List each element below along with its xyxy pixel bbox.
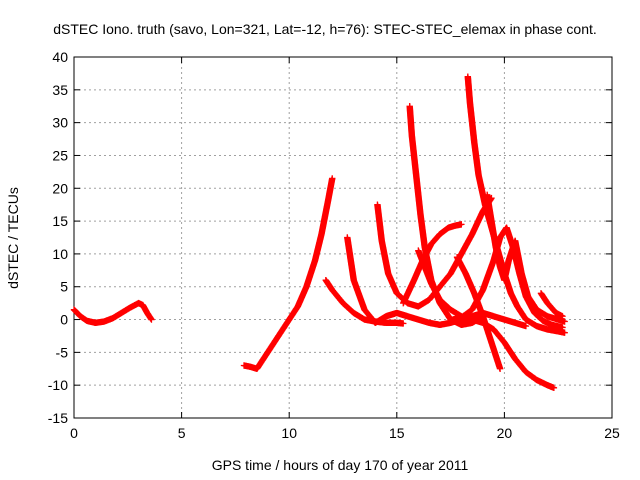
y-tick-label: 15 xyxy=(52,213,68,229)
y-tick-label: 25 xyxy=(52,147,68,163)
y-tick-label: 40 xyxy=(52,49,68,65)
series-6 xyxy=(400,221,465,307)
data-point xyxy=(559,324,566,331)
series-7 xyxy=(415,247,558,392)
grid xyxy=(74,57,612,418)
y-tick-label: 10 xyxy=(52,246,68,262)
y-tick-label: 30 xyxy=(52,115,68,131)
plot-frame xyxy=(73,56,613,419)
data-point xyxy=(561,329,568,336)
x-tick-labels: 0 5 10 15 20 25 xyxy=(70,425,620,441)
x-tick-label: 20 xyxy=(497,425,513,441)
y-tick-label: 35 xyxy=(52,82,68,98)
y-tick-labels: -15 -10 -5 0 5 10 15 20 25 30 35 40 xyxy=(48,49,68,426)
series-1 xyxy=(240,175,336,372)
data-point xyxy=(561,318,568,325)
series-11 xyxy=(449,224,566,331)
y-tick-label: -5 xyxy=(56,344,69,360)
x-tick-label: 25 xyxy=(604,425,620,441)
y-axis-label: dSTEC / TECUs xyxy=(5,187,21,289)
x-axis-label: GPS time / hours of day 170 of year 2011 xyxy=(212,457,469,473)
data-point xyxy=(496,365,504,372)
data-point xyxy=(550,384,558,392)
y-tick-label: -15 xyxy=(48,410,68,426)
plot-border xyxy=(73,56,613,419)
data-point xyxy=(148,316,155,323)
x-tick-label: 15 xyxy=(389,425,405,441)
chart-title: dSTEC Iono. truth (savo, Lon=321, Lat=-1… xyxy=(53,21,597,37)
x-tick-label: 0 xyxy=(70,425,78,441)
series-12 xyxy=(537,290,566,320)
data-point xyxy=(458,221,465,228)
data-series xyxy=(70,73,568,392)
y-tick-label: -10 xyxy=(48,377,68,393)
ticks xyxy=(73,56,613,419)
data-point xyxy=(559,313,566,320)
data-point xyxy=(329,175,336,182)
series-0 xyxy=(70,299,155,327)
y-tick-label: 20 xyxy=(52,180,68,196)
y-tick-label: 0 xyxy=(60,312,68,328)
data-point xyxy=(522,322,530,330)
y-tick-label: 5 xyxy=(60,279,68,295)
x-tick-label: 5 xyxy=(178,425,186,441)
data-point xyxy=(400,320,407,327)
x-tick-label: 10 xyxy=(281,425,297,441)
